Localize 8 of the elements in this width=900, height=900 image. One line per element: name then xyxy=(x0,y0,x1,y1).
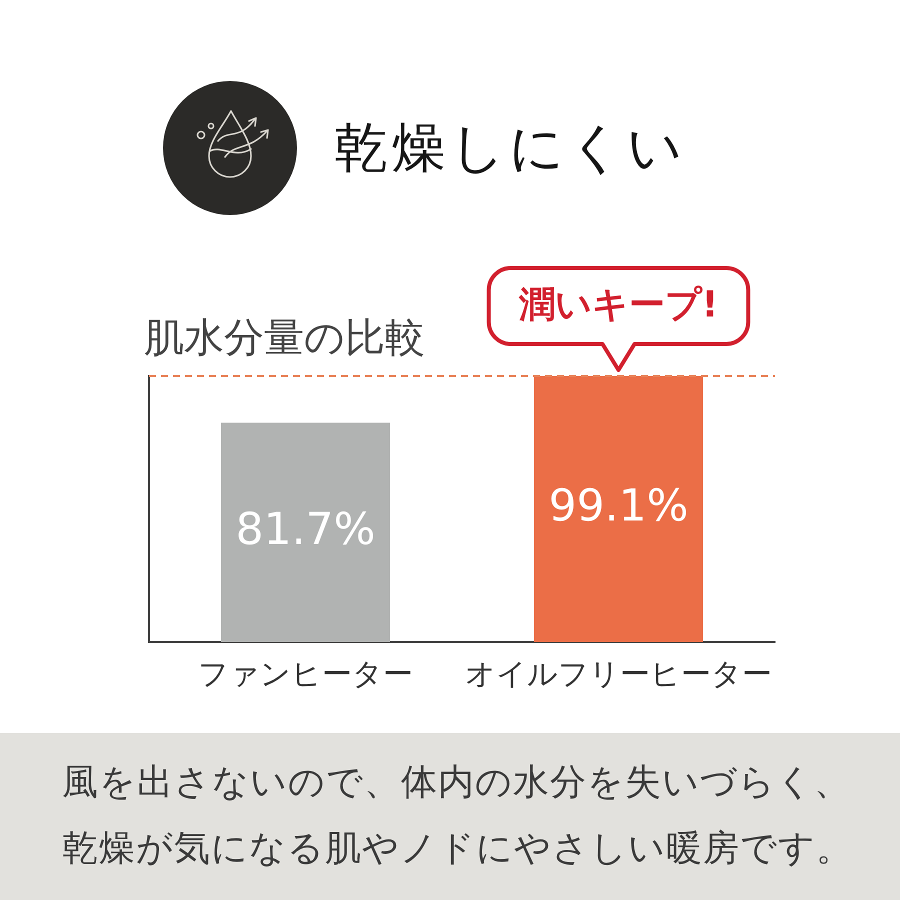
annotation: 潤いキープ! xyxy=(518,284,718,326)
x-tick-label: オイルフリーヒーター xyxy=(465,656,772,692)
x-tick-label: ファンヒーター xyxy=(198,656,413,692)
text: 風を出さないので、体内の水分を失いづらく、乾燥が気になる肌やノドにやさしい暖房です。 xyxy=(62,761,854,871)
data-label: 81.7% xyxy=(236,504,376,555)
chart-subtitle: 肌水分量の比較 xyxy=(144,314,425,363)
data-label: 99.1% xyxy=(548,480,688,532)
chart-title: 乾燥しにくい xyxy=(334,115,686,181)
